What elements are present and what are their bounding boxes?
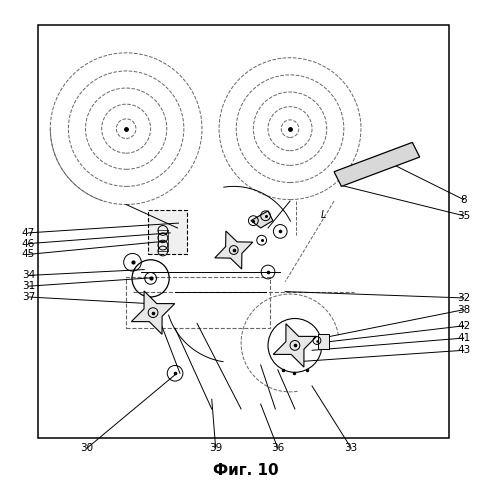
Text: 33: 33: [344, 443, 358, 453]
Polygon shape: [334, 142, 420, 186]
Text: 34: 34: [22, 270, 35, 280]
Bar: [126, 277, 271, 328]
Text: 45: 45: [22, 250, 35, 260]
Polygon shape: [131, 291, 175, 335]
Text: L: L: [321, 210, 326, 220]
Text: 43: 43: [457, 346, 470, 356]
Text: 30: 30: [80, 443, 93, 453]
Bar: [148, 210, 187, 254]
Text: 32: 32: [457, 293, 470, 303]
Text: 38: 38: [457, 304, 470, 314]
Bar: [38, 25, 449, 438]
Text: 8: 8: [461, 194, 467, 204]
Text: 37: 37: [22, 292, 35, 302]
Text: 41: 41: [457, 333, 470, 343]
Text: 35: 35: [457, 211, 470, 221]
Text: Фиг. 10: Фиг. 10: [213, 462, 279, 477]
Bar: [318, 334, 329, 349]
Text: 39: 39: [209, 443, 222, 453]
Text: 36: 36: [271, 443, 284, 453]
Polygon shape: [273, 324, 317, 367]
Text: 42: 42: [457, 321, 470, 331]
Text: 46: 46: [22, 238, 35, 248]
Text: 47: 47: [22, 228, 35, 238]
Text: 31: 31: [22, 281, 35, 291]
Polygon shape: [215, 231, 253, 269]
Polygon shape: [251, 211, 273, 228]
